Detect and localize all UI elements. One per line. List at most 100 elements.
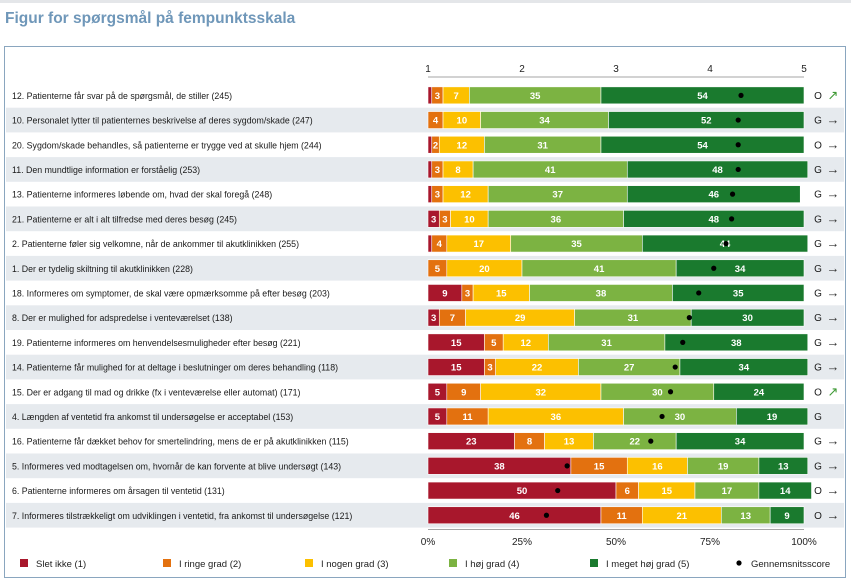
bar-segment [664,333,809,352]
mean-score-dot [555,487,561,494]
bar-segment [427,234,433,253]
data-label: 16 [652,461,663,472]
grade-indicator: G [814,165,822,176]
data-label: 15 [661,486,672,497]
legend-label: Gennemsnitsscore [751,559,830,570]
grade-indicator: O [814,91,822,102]
legend-label: I meget høj grad (5) [606,559,689,570]
bar-segment [427,135,433,154]
grade-indicator: G [814,288,822,299]
data-label: 41 [545,165,556,176]
data-label: 29 [515,313,526,324]
row-label: 2. Patienterne føler sig velkomne, når d… [12,239,299,249]
data-label: 17 [473,239,484,250]
legend-swatch [449,559,457,567]
data-label: 38 [596,288,607,299]
legend-label: I nogen grad (3) [321,559,389,570]
top-axis-tick-label: 4 [707,64,713,75]
row-label: 11. Den mundtlige information er forståe… [12,165,200,175]
data-label: 3 [465,288,470,299]
trend-flat-icon: → [827,112,840,127]
data-label: 52 [701,116,712,127]
trend-flat-icon: → [827,433,840,448]
data-label: 30 [652,387,663,398]
data-label: 5 [435,264,441,275]
data-label: 10 [457,116,468,127]
data-label: 46 [509,511,520,522]
row-label: 19. Patienterne informeres om henvendels… [12,338,301,348]
data-label: 5 [435,412,441,423]
bar-segment [600,135,805,154]
bottom-axis-tick-label: 25% [512,537,532,548]
grade-indicator: O [814,486,822,497]
mean-score-dot [738,92,744,98]
data-label: 13 [740,511,751,522]
trend-flat-icon: → [827,458,840,473]
data-label: 12 [457,140,468,151]
data-label: 35 [733,288,744,299]
data-label: 34 [539,116,550,127]
data-label: 9 [784,511,789,522]
mean-score-dot [667,389,674,395]
grade-indicator: O [814,511,822,522]
row-label: 10. Personalet lytter til patienternes b… [12,116,313,126]
data-label: 48 [712,165,723,176]
bar-segment [672,284,805,302]
data-label: 24 [754,387,765,398]
data-label: 9 [461,387,466,398]
grade-indicator: G [814,461,822,472]
data-label: 11 [617,511,628,522]
bar-segment [736,407,809,426]
trend-flat-icon: → [827,507,840,522]
legend-label: I høj grad (4) [465,559,519,570]
trend-up-icon: ↗ [828,87,839,102]
row-label: 14. Patienterne får mulighed for at delt… [12,363,338,373]
trend-flat-icon: → [827,285,840,300]
data-label: 4 [433,116,439,127]
row-label: 8. Der er mulighed for adspredelse i ven… [12,313,233,323]
row-label: 15. Der er adgang til mad og drikke (fx … [12,387,301,397]
row-label: 20. Sygdom/skade behandles, så patienter… [12,140,322,150]
data-label: 35 [571,239,582,250]
data-label: 14 [780,486,791,497]
legend-swatch [163,559,171,567]
data-label: 34 [739,363,750,374]
data-label: 20 [479,264,490,275]
data-label: 15 [594,461,605,472]
mean-score-dot [680,339,686,345]
bar-segment [600,86,805,105]
row-label: 1. Der er tydelig skiltning til akutklin… [12,264,193,274]
data-label: 5 [435,387,441,398]
page-title: Figur for spørgsmål på fempunktsskala [5,10,296,27]
legend-swatch [590,559,598,567]
data-label: 6 [625,486,630,497]
data-label: 21 [677,511,688,522]
bottom-axis-tick-label: 75% [700,537,720,548]
mean-score-dot [729,191,736,197]
bar-segment [626,185,801,203]
data-label: 3 [487,363,492,374]
mean-score-dot [729,216,735,222]
grade-indicator: G [814,190,822,201]
data-label: 19 [767,412,778,423]
bar-segment [769,506,805,525]
bar-segment [608,111,805,129]
mean-score-dot [723,240,729,247]
row-label: 4. Længden af ventetid fra ankomst til u… [12,412,293,422]
data-label: 15 [496,288,507,299]
data-label: 27 [624,363,635,374]
bar-segment [758,457,809,475]
data-label: 12 [460,190,471,201]
data-label: 30 [675,412,686,423]
data-label: 3 [431,313,436,324]
data-label: 23 [466,437,477,448]
data-label: 9 [442,288,447,299]
row-label: 5. Informeres ved modtagelsen om, hvornå… [12,461,341,471]
data-label: 37 [552,190,563,201]
trend-flat-icon: → [827,483,840,498]
bottom-axis-tick-label: 0% [421,537,436,548]
row-label: 7. Informeres tilstrækkeligt om udviklin… [12,511,352,521]
mean-score-dot [696,290,702,296]
data-label: 2 [433,140,438,151]
mean-score-dot [735,117,741,123]
